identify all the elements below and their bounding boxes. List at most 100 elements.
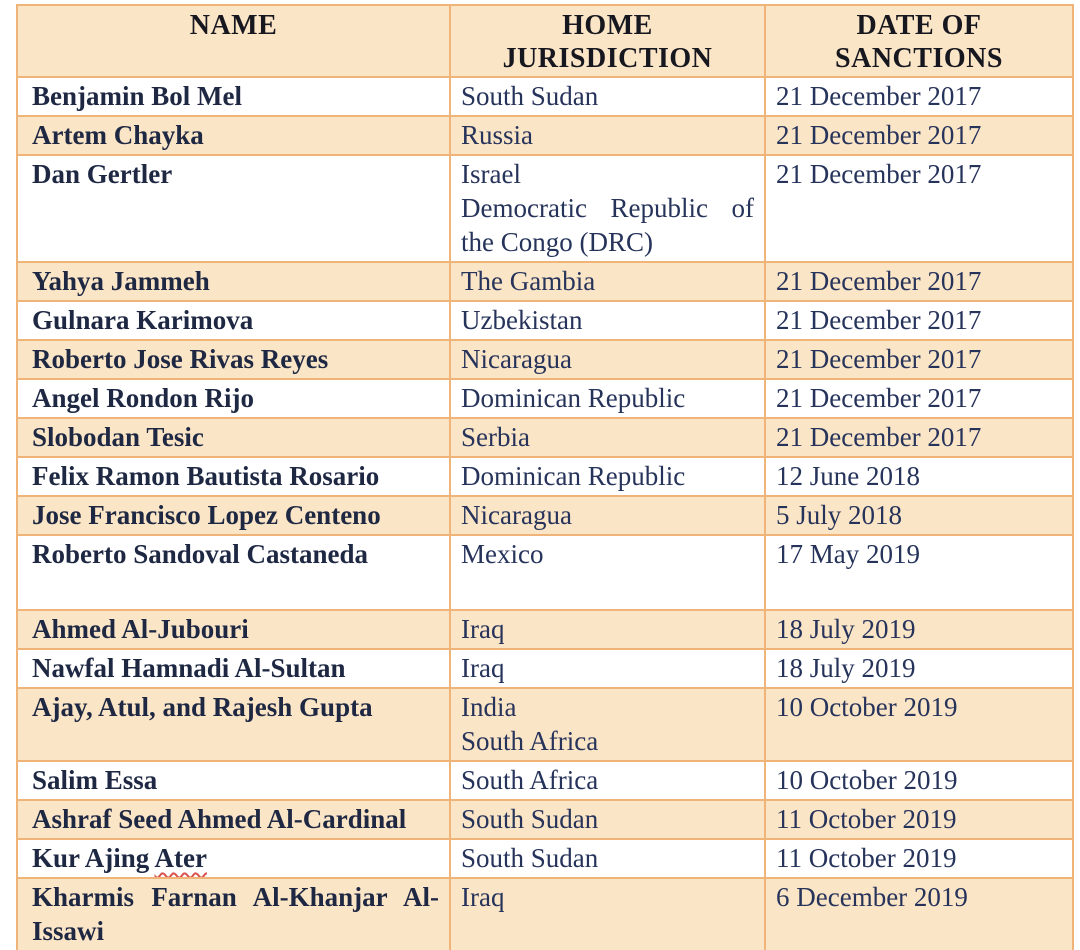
table-row: Dan Gertler Israel Democratic Republic of … (16, 154, 1074, 263)
header-name: NAME (16, 4, 451, 78)
date-cell: 21 December 2017 (764, 76, 1074, 117)
name-cell: Kur Ajing Ater (16, 838, 451, 879)
jurisdiction-line: Uzbekistan (461, 305, 583, 335)
table-row: Roberto Jose Rivas Reyes Nicaragua 21 Dece… (16, 339, 1074, 380)
date-cell: 21 December 2017 (764, 115, 1074, 156)
jurisdiction-cell: Israel Democratic Republic of the Congo (… (449, 154, 766, 263)
name-cell: Artem Chayka (16, 115, 451, 156)
jurisdiction-cell: Nicaragua (449, 495, 766, 536)
table-row: Salim Essa South Africa 10 October 2019 (16, 760, 1074, 801)
jurisdiction-line: Russia (461, 120, 534, 150)
jurisdiction-line: South Sudan (461, 843, 599, 873)
table-row: Benjamin Bol Mel South Sudan 21 December 2… (16, 76, 1074, 117)
date-cell: 18 July 2019 (764, 648, 1074, 689)
table-row: Nawfal Hamnadi Al-Sultan Iraq 18 July 2019 (16, 648, 1074, 689)
date-cell: 21 December 2017 (764, 417, 1074, 458)
date-cell: 17 May 2019 (764, 534, 1074, 611)
name-cell: Kharmis Farnan Al-Khanjar Al-Issawi (16, 877, 451, 950)
name-cell: Ajay, Atul, and Rajesh Gupta (16, 687, 451, 762)
jurisdiction-cell: Iraq (449, 648, 766, 689)
table-row: Kharmis Farnan Al-Khanjar Al-Issawi Iraq 6… (16, 877, 1074, 950)
name-cell: Felix Ramon Bautista Rosario (16, 456, 451, 497)
table-row: Felix Ramon Bautista Rosario Dominican Re… (16, 456, 1074, 497)
misspelled-word: Ater (154, 843, 208, 873)
jurisdiction-cell: Iraq (449, 609, 766, 650)
date-cell: 10 October 2019 (764, 687, 1074, 762)
jurisdiction-cell: South Sudan (449, 76, 766, 117)
jurisdiction-line: South Sudan (461, 804, 599, 834)
jurisdiction-line: The Gambia (461, 266, 596, 296)
jurisdiction-cell: South Sudan (449, 838, 766, 879)
jurisdiction-cell: Iraq (449, 877, 766, 950)
name-cell: Roberto Sandoval Castaneda (16, 534, 451, 611)
date-cell: 21 December 2017 (764, 261, 1074, 302)
date-cell: 21 December 2017 (764, 378, 1074, 419)
jurisdiction-line: Iraq (461, 653, 505, 683)
date-cell: 21 December 2017 (764, 300, 1074, 341)
date-cell: 18 July 2019 (764, 609, 1074, 650)
jurisdiction-line: Nicaragua (461, 500, 572, 530)
sanctions-table: NAME HOME JURISDICTION DATE OF SANCTIONS… (16, 4, 1074, 950)
table-row: Roberto Sandoval Castaneda Mexico 17 May 2… (16, 534, 1074, 611)
jurisdiction-cell: Uzbekistan (449, 300, 766, 341)
jurisdiction-cell: Nicaragua (449, 339, 766, 380)
table-header: NAME HOME JURISDICTION DATE OF SANCTIONS (16, 4, 1074, 78)
table-row: Jose Francisco Lopez Centeno Nicaragua 5 J… (16, 495, 1074, 536)
date-cell: 10 October 2019 (764, 760, 1074, 801)
table-row: Ahmed Al-Jubouri Iraq 18 July 2019 (16, 609, 1074, 650)
name-cell: Salim Essa (16, 760, 451, 801)
table-row: Ajay, Atul, and Rajesh Gupta India South A… (16, 687, 1074, 762)
date-cell: 11 October 2019 (764, 838, 1074, 879)
jurisdiction-line: Israel (461, 159, 521, 189)
name-cell: Ahmed Al-Jubouri (16, 609, 451, 650)
jurisdiction-line: Mexico (461, 539, 544, 569)
jurisdiction-line: Iraq (461, 882, 505, 912)
date-cell: 21 December 2017 (764, 154, 1074, 263)
header-home-jurisdiction: HOME JURISDICTION (449, 4, 766, 78)
table-row: Slobodan Tesic Serbia 21 December 2017 (16, 417, 1074, 458)
date-cell: 11 October 2019 (764, 799, 1074, 840)
name-cell: Slobodan Tesic (16, 417, 451, 458)
name-cell: Ashraf Seed Ahmed Al-Cardinal (16, 799, 451, 840)
table-row: Ashraf Seed Ahmed Al-Cardinal South Sudan… (16, 799, 1074, 840)
header-row: NAME HOME JURISDICTION DATE OF SANCTIONS (16, 4, 1074, 78)
jurisdiction-cell: India South Africa (449, 687, 766, 762)
jurisdiction-cell: Dominican Republic (449, 378, 766, 419)
table-row: Artem Chayka Russia 21 December 2017 (16, 115, 1074, 156)
jurisdiction-line: India (461, 692, 517, 722)
name-cell: Jose Francisco Lopez Centeno (16, 495, 451, 536)
date-cell: 6 December 2019 (764, 877, 1074, 950)
name-cell: Gulnara Karimova (16, 300, 451, 341)
header-date-of-sanctions: DATE OF SANCTIONS (764, 4, 1074, 78)
table-row: Angel Rondon Rijo Dominican Republic 21 De… (16, 378, 1074, 419)
jurisdiction-cell: Russia (449, 115, 766, 156)
jurisdiction-line: Dominican Republic (461, 461, 686, 491)
jurisdiction-line: Dominican Republic (461, 383, 686, 413)
jurisdiction-line: Democratic Republic of the Congo (DRC) (461, 193, 754, 257)
table-row: Kur Ajing Ater South Sudan 11 October 2019 (16, 838, 1074, 879)
jurisdiction-line: South Sudan (461, 81, 599, 111)
date-cell: 5 July 2018 (764, 495, 1074, 536)
jurisdiction-line: Serbia (461, 422, 530, 452)
date-cell: 21 December 2017 (764, 339, 1074, 380)
table-body: Benjamin Bol Mel South Sudan 21 December 2… (16, 76, 1074, 950)
name-cell: Roberto Jose Rivas Reyes (16, 339, 451, 380)
table-row: Yahya Jammeh The Gambia 21 December 2017 (16, 261, 1074, 302)
jurisdiction-line: South Africa (461, 726, 599, 756)
jurisdiction-cell: The Gambia (449, 261, 766, 302)
date-cell: 12 June 2018 (764, 456, 1074, 497)
jurisdiction-cell: Mexico (449, 534, 766, 611)
jurisdiction-line: South Africa (461, 765, 599, 795)
name-cell: Dan Gertler (16, 154, 451, 263)
jurisdiction-line: Iraq (461, 614, 505, 644)
jurisdiction-line: Nicaragua (461, 344, 572, 374)
name-cell: Benjamin Bol Mel (16, 76, 451, 117)
name-cell: Angel Rondon Rijo (16, 378, 451, 419)
jurisdiction-cell: Serbia (449, 417, 766, 458)
table-row: Gulnara Karimova Uzbekistan 21 December 20… (16, 300, 1074, 341)
jurisdiction-cell: South Africa (449, 760, 766, 801)
jurisdiction-cell: South Sudan (449, 799, 766, 840)
name-cell: Yahya Jammeh (16, 261, 451, 302)
jurisdiction-cell: Dominican Republic (449, 456, 766, 497)
